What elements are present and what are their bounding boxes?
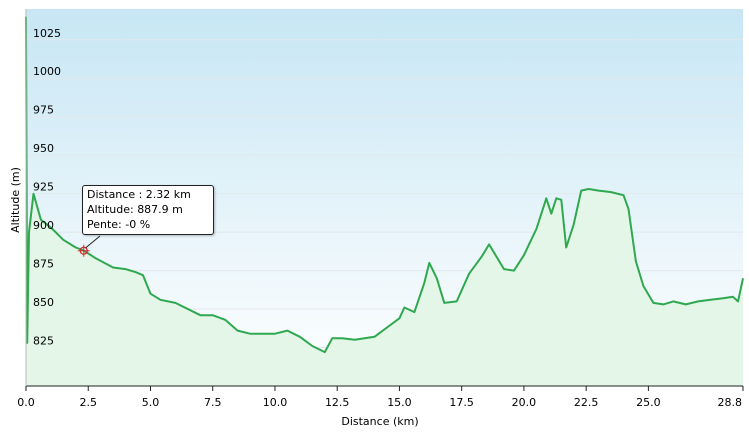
altitude-area [26,16,743,386]
y-tick-label: 975 [33,104,54,117]
y-ticks: 825 850 875 900 925 950 975 1000 1025 [33,27,61,348]
x-tick-label: 20.0 [512,396,537,409]
axes [25,9,743,387]
y-tick-label: 875 [33,258,54,271]
y-tick-label: 1025 [33,27,61,40]
x-tick-label: 0.0 [17,396,35,409]
x-tick-label: 28.8 [718,396,743,409]
x-ticks: 0.0 2.5 5.0 7.5 10.0 12.5 15.0 17.5 20.0 22.5 25.0… [17,386,744,409]
x-axis-title: Distance (km) [341,415,418,428]
altitude-line [25,16,744,354]
y-tick-label: 925 [33,181,54,194]
position-marker[interactable] [77,235,101,257]
y-tick-label: 850 [33,296,54,309]
x-tick-label: 22.5 [574,396,599,409]
x-tick-label: 7.5 [204,396,222,409]
x-tick-label: 15.0 [387,396,412,409]
y-tick-label: 950 [33,142,54,155]
x-tick-label: 12.5 [325,396,350,409]
y-tick-label: 1000 [33,65,61,78]
x-tick-label: 25.0 [636,396,661,409]
y-tick-label: 900 [33,219,54,232]
x-tick-label: 2.5 [79,396,97,409]
tooltip-pointer [85,235,101,249]
x-tick-label: 10.0 [263,396,288,409]
tooltip-slope: Pente: -0 % [87,218,151,231]
x-tick-label: 17.5 [449,396,474,409]
tooltip-altitude: Altitude: 887.9 m [87,203,183,216]
x-tick-label: 5.0 [142,396,160,409]
y-axis-title: Altitude (m) [9,167,22,233]
tooltip-distance: Distance : 2.32 km [87,188,191,201]
marker-tooltip: Distance : 2.32 km Altitude: 887.9 m Pen… [82,185,214,235]
y-tick-label: 825 [33,335,54,348]
